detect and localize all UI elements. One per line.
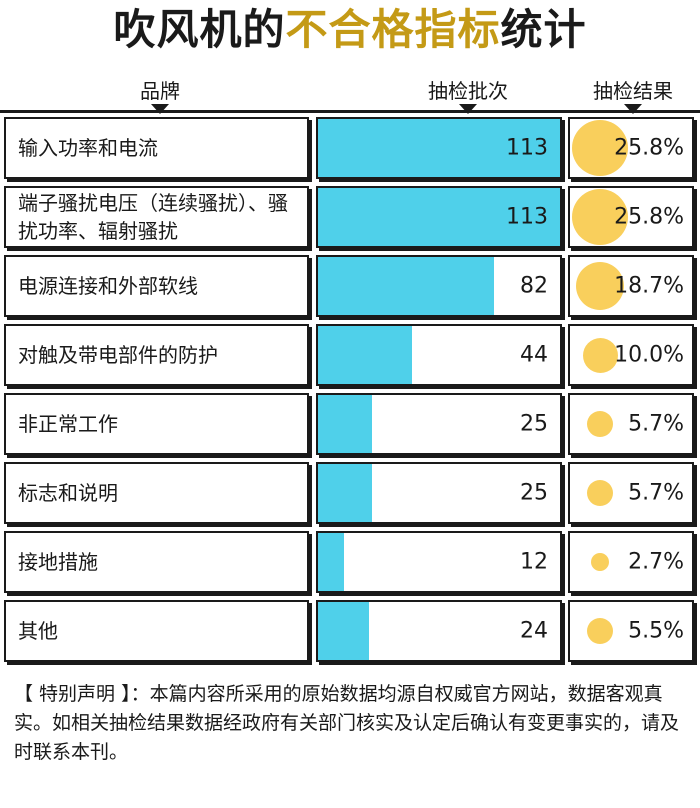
title-highlight: 不合格指标 (285, 5, 501, 54)
bar-cell: 25 (316, 393, 562, 455)
chart-title: 吹风机的不合格指标统计 (0, 2, 700, 58)
header-brand-arrow-icon (151, 104, 169, 114)
bar-cell: 113 (316, 186, 562, 248)
header-divider (0, 110, 700, 113)
category-cell: 输入功率和电流 (4, 117, 309, 179)
result-cell: 5.7% (568, 393, 694, 455)
result-cell: 25.8% (568, 117, 694, 179)
bar (318, 257, 494, 315)
category-label: 端子骚扰电压（连续骚扰）、骚扰功率、辐射骚扰 (18, 191, 288, 243)
category-label: 输入功率和电流 (18, 136, 158, 160)
title-part-1: 吹风机的 (113, 5, 286, 54)
header-result: 抽检结果 (570, 78, 696, 114)
percentage-label: 18.7% (614, 273, 684, 299)
bar-cell: 24 (316, 600, 562, 662)
category-label: 对触及带电部件的防护 (18, 343, 218, 367)
percentage-label: 5.7% (628, 411, 684, 437)
header-brand-label: 品牌 (140, 79, 180, 103)
result-cell: 10.0% (568, 324, 694, 386)
percentage-dot (572, 189, 628, 245)
percentage-label: 25.8% (614, 204, 684, 230)
percentage-dot (576, 262, 624, 310)
category-label: 标志和说明 (18, 481, 118, 505)
bar-value-label: 25 (520, 480, 548, 506)
bar-value-label: 25 (520, 411, 548, 437)
bar (318, 602, 369, 660)
percentage-label: 5.7% (628, 480, 684, 506)
header-batches-arrow-icon (459, 104, 477, 114)
percentage-label: 5.5% (628, 618, 684, 644)
header-result-label: 抽检结果 (593, 79, 673, 103)
percentage-dot (587, 618, 613, 644)
percentage-label: 10.0% (614, 342, 684, 368)
bar (318, 533, 344, 591)
result-cell: 25.8% (568, 186, 694, 248)
category-cell: 对触及带电部件的防护 (4, 324, 309, 386)
category-cell: 非正常工作 (4, 393, 309, 455)
bar-cell: 82 (316, 255, 562, 317)
bar (318, 395, 372, 453)
percentage-label: 2.7% (628, 549, 684, 575)
result-cell: 18.7% (568, 255, 694, 317)
bar-value-label: 82 (520, 273, 548, 299)
category-cell: 标志和说明 (4, 462, 309, 524)
title-part-3: 统计 (500, 5, 587, 54)
category-cell: 接地措施 (4, 531, 309, 593)
bar (318, 464, 372, 522)
bar-cell: 12 (316, 531, 562, 593)
bar-cell: 113 (316, 117, 562, 179)
bar-cell: 25 (316, 462, 562, 524)
bar-value-label: 113 (506, 204, 548, 230)
bar-value-label: 12 (520, 549, 548, 575)
category-cell: 电源连接和外部软线 (4, 255, 309, 317)
percentage-label: 25.8% (614, 135, 684, 161)
percentage-dot (572, 120, 628, 176)
bar (318, 188, 560, 246)
bar-value-label: 113 (506, 135, 548, 161)
result-cell: 5.7% (568, 462, 694, 524)
category-label: 非正常工作 (18, 412, 118, 436)
bar-value-label: 44 (520, 342, 548, 368)
bar-cell: 44 (316, 324, 562, 386)
category-label: 接地措施 (18, 550, 98, 574)
result-cell: 5.5% (568, 600, 694, 662)
header-batches-label: 抽检批次 (428, 79, 508, 103)
category-label: 其他 (18, 619, 58, 643)
header-batches: 抽检批次 (378, 78, 558, 114)
bar (318, 119, 560, 177)
bar-value-label: 24 (520, 618, 548, 644)
percentage-dot (583, 338, 618, 373)
result-cell: 2.7% (568, 531, 694, 593)
category-cell: 其他 (4, 600, 309, 662)
category-label: 电源连接和外部软线 (18, 274, 198, 298)
percentage-dot (587, 480, 613, 506)
percentage-dot (587, 411, 613, 437)
header-result-arrow-icon (624, 104, 642, 114)
category-cell: 端子骚扰电压（连续骚扰）、骚扰功率、辐射骚扰 (4, 186, 309, 248)
header-brand: 品牌 (70, 78, 250, 114)
disclaimer-text: 【 特别声明 】：本篇内容所采用的原始数据均源自权威官方网站，数据客观真实。如相… (14, 683, 680, 763)
percentage-dot (591, 553, 609, 571)
bar (318, 326, 412, 384)
